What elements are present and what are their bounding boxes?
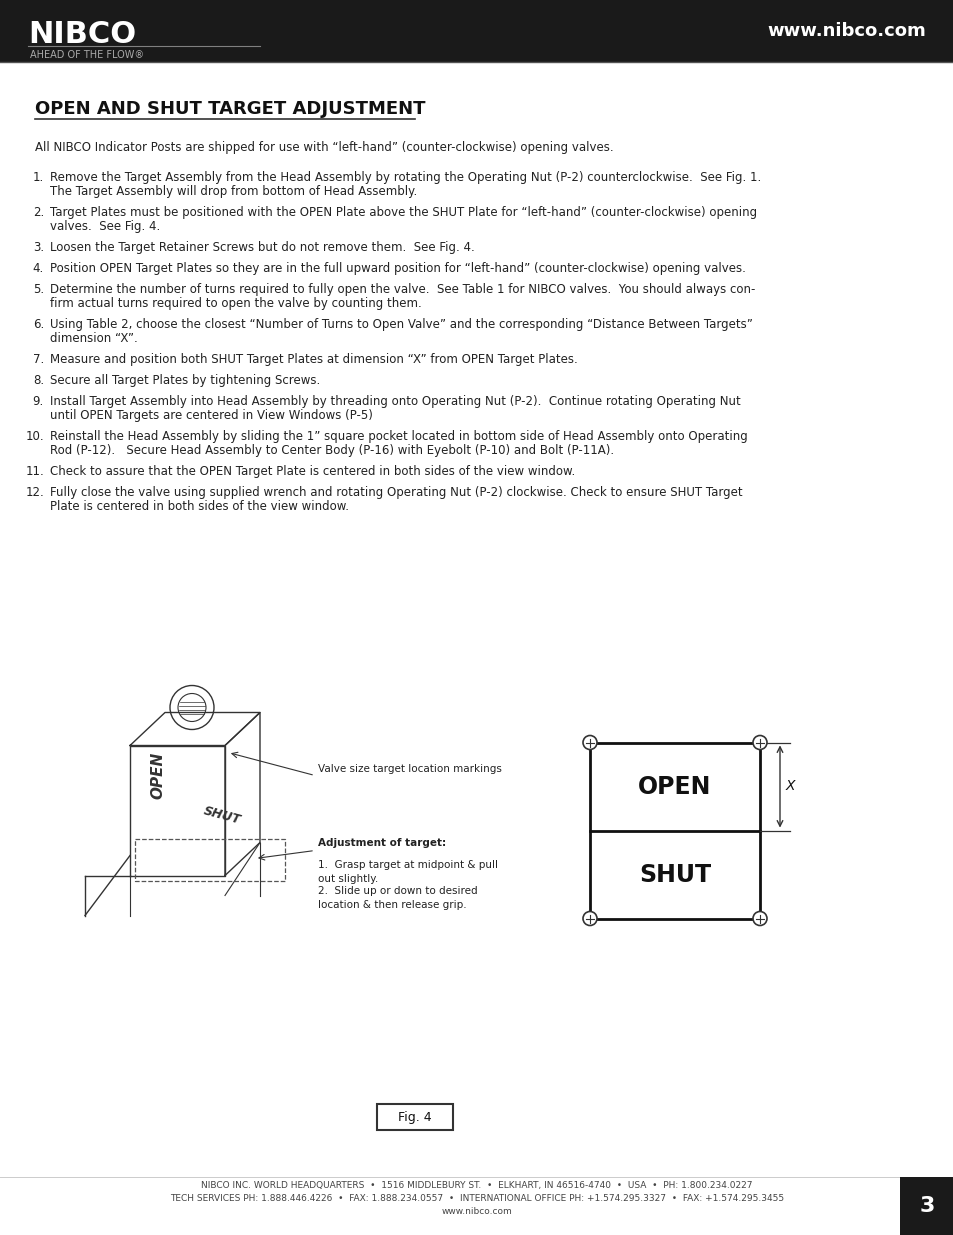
Text: Install Target Assembly into Head Assembly by threading onto Operating Nut (P-2): Install Target Assembly into Head Assemb… — [50, 395, 740, 408]
Text: AHEAD OF THE FLOW®: AHEAD OF THE FLOW® — [30, 49, 144, 61]
Text: 6.: 6. — [32, 317, 44, 331]
Text: The Target Assembly will drop from bottom of Head Assembly.: The Target Assembly will drop from botto… — [50, 185, 416, 198]
Text: until OPEN Targets are centered in View Windows (P-5): until OPEN Targets are centered in View … — [50, 409, 373, 422]
Bar — [899, 1177, 953, 1235]
Text: 1.: 1. — [32, 170, 44, 184]
Text: 3: 3 — [919, 1195, 934, 1216]
Text: 9.: 9. — [32, 395, 44, 408]
Text: Fully close the valve using supplied wrench and rotating Operating Nut (P-2) clo: Fully close the valve using supplied wre… — [50, 487, 741, 499]
Bar — [0, 0, 953, 62]
Text: Plate is centered in both sides of the view window.: Plate is centered in both sides of the v… — [50, 500, 349, 513]
Text: Valve size target location markings: Valve size target location markings — [317, 763, 501, 773]
Text: Determine the number of turns required to fully open the valve.  See Table 1 for: Determine the number of turns required t… — [50, 283, 755, 296]
Text: SHUT: SHUT — [202, 804, 242, 826]
Text: Rod (P-12).   Secure Head Assembly to Center Body (P-16) with Eyebolt (P-10) and: Rod (P-12). Secure Head Assembly to Cent… — [50, 445, 614, 457]
Text: OPEN: OPEN — [638, 774, 711, 799]
Text: Reinstall the Head Assembly by sliding the 1” square pocket located in bottom si: Reinstall the Head Assembly by sliding t… — [50, 430, 747, 443]
Text: Adjustment of target:: Adjustment of target: — [317, 839, 446, 848]
Text: 10.: 10. — [26, 430, 44, 443]
Text: OPEN: OPEN — [151, 752, 165, 799]
Text: 2.: 2. — [32, 206, 44, 219]
Text: 2.  Slide up or down to desired: 2. Slide up or down to desired — [317, 887, 477, 897]
Text: 12.: 12. — [25, 487, 44, 499]
Text: X: X — [785, 779, 795, 794]
Text: NIBCO: NIBCO — [28, 20, 136, 49]
Text: NIBCO INC. WORLD HEADQUARTERS  •  1516 MIDDLEBURY ST.  •  ELKHART, IN 46516-4740: NIBCO INC. WORLD HEADQUARTERS • 1516 MID… — [201, 1181, 752, 1191]
Text: 1.  Grasp target at midpoint & pull: 1. Grasp target at midpoint & pull — [317, 861, 497, 871]
Text: Secure all Target Plates by tightening Screws.: Secure all Target Plates by tightening S… — [50, 374, 320, 387]
Text: 7.: 7. — [32, 353, 44, 366]
FancyBboxPatch shape — [376, 1104, 453, 1130]
Circle shape — [752, 911, 766, 925]
Text: www.nibco.com: www.nibco.com — [441, 1207, 512, 1216]
Text: Using Table 2, choose the closest “Number of Turns to Open Valve” and the corres: Using Table 2, choose the closest “Numbe… — [50, 317, 752, 331]
Text: Target Plates must be positioned with the OPEN Plate above the SHUT Plate for “l: Target Plates must be positioned with th… — [50, 206, 757, 219]
Text: OPEN AND SHUT TARGET ADJUSTMENT: OPEN AND SHUT TARGET ADJUSTMENT — [35, 100, 425, 119]
Text: TECH SERVICES PH: 1.888.446.4226  •  FAX: 1.888.234.0557  •  INTERNATIONAL OFFIC: TECH SERVICES PH: 1.888.446.4226 • FAX: … — [170, 1194, 783, 1203]
Text: Measure and position both SHUT Target Plates at dimension “X” from OPEN Target P: Measure and position both SHUT Target Pl… — [50, 353, 578, 366]
Text: firm actual turns required to open the valve by counting them.: firm actual turns required to open the v… — [50, 296, 421, 310]
Text: 11.: 11. — [25, 466, 44, 478]
Text: Check to assure that the OPEN Target Plate is centered in both sides of the view: Check to assure that the OPEN Target Pla… — [50, 466, 575, 478]
Text: dimension “X”.: dimension “X”. — [50, 332, 137, 345]
Text: 3.: 3. — [32, 241, 44, 254]
Text: www.nibco.com: www.nibco.com — [766, 22, 925, 40]
Text: 8.: 8. — [32, 374, 44, 387]
Text: out slightly.: out slightly. — [317, 873, 377, 883]
Text: Fig. 4: Fig. 4 — [397, 1110, 432, 1124]
Text: 4.: 4. — [32, 262, 44, 275]
Circle shape — [752, 736, 766, 750]
Text: SHUT: SHUT — [639, 862, 710, 887]
Text: All NIBCO Indicator Posts are shipped for use with “left-hand” (counter-clockwis: All NIBCO Indicator Posts are shipped fo… — [35, 141, 613, 154]
Text: location & then release grip.: location & then release grip. — [317, 899, 466, 909]
Text: Position OPEN Target Plates so they are in the full upward position for “left-ha: Position OPEN Target Plates so they are … — [50, 262, 745, 275]
Text: Remove the Target Assembly from the Head Assembly by rotating the Operating Nut : Remove the Target Assembly from the Head… — [50, 170, 760, 184]
Text: Loosen the Target Retainer Screws but do not remove them.  See Fig. 4.: Loosen the Target Retainer Screws but do… — [50, 241, 475, 254]
Circle shape — [582, 911, 597, 925]
Circle shape — [582, 736, 597, 750]
Text: valves.  See Fig. 4.: valves. See Fig. 4. — [50, 220, 160, 233]
Text: 5.: 5. — [32, 283, 44, 296]
